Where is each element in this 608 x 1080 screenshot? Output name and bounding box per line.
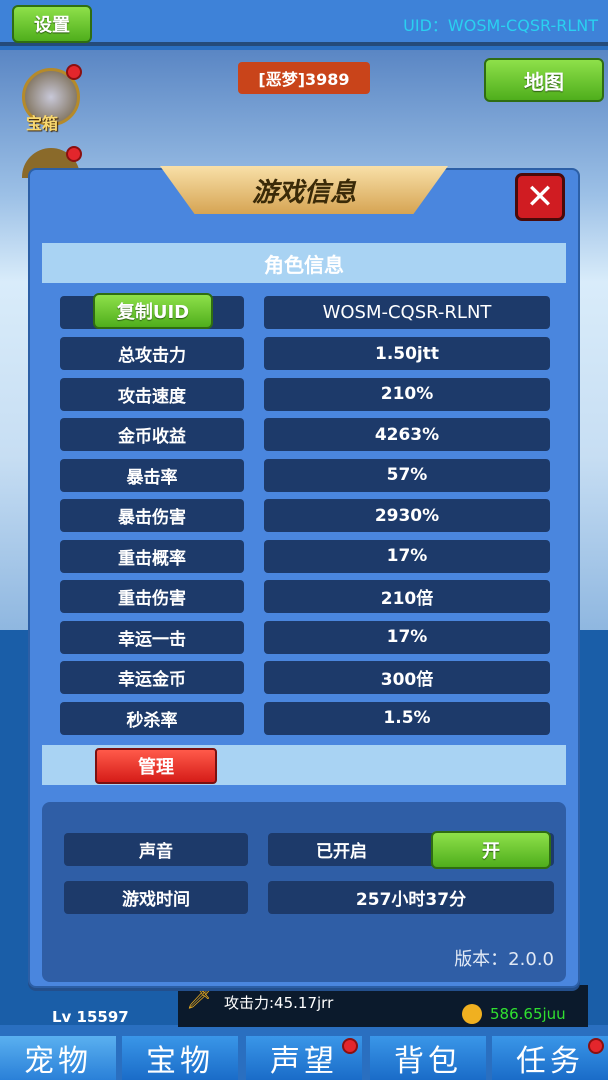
uid-text: UID：WOSM-CQSR-RLNT bbox=[403, 16, 598, 35]
stat-label: 重击伤害 bbox=[60, 580, 244, 613]
tab-label: 宠物 bbox=[24, 1044, 92, 1079]
tab-treasures[interactable]: 宝物 bbox=[122, 1036, 238, 1080]
sword-icon: 🗡 bbox=[186, 986, 214, 1011]
stat-value: 300倍 bbox=[264, 661, 550, 694]
attack-text: 攻击力:45.17jrr bbox=[224, 994, 334, 1012]
notification-dot bbox=[342, 1038, 358, 1054]
pet-level: Lv 15597 bbox=[52, 1008, 129, 1026]
top-bar bbox=[0, 0, 608, 46]
map-button[interactable]: 地图 bbox=[484, 58, 604, 102]
stage-badge: [恶梦]3989 bbox=[238, 62, 370, 94]
uid-value: WOSM-CQSR-RLNT bbox=[264, 296, 550, 329]
stat-label: 秒杀率 bbox=[60, 701, 244, 735]
playtime-label: 游戏时间 bbox=[64, 881, 248, 914]
stat-value: 17% bbox=[264, 620, 550, 654]
dialog-title: 游戏信息 bbox=[160, 166, 448, 214]
version-text: 版本：2.0.0 bbox=[454, 949, 554, 970]
stat-value: 1.5% bbox=[264, 701, 550, 735]
tab-label: 任务 bbox=[516, 1044, 584, 1079]
playtime-value: 257小时37分 bbox=[268, 881, 554, 914]
stat-label: 总攻击力 bbox=[60, 337, 244, 370]
stat-value: 2930% bbox=[264, 499, 550, 532]
tab-label: 宝物 bbox=[146, 1044, 214, 1079]
stat-label: 重击概率 bbox=[60, 539, 244, 573]
stat-label: 幸运一击 bbox=[60, 620, 244, 654]
stat-label: 幸运金币 bbox=[60, 661, 244, 694]
settings-button[interactable]: 设置 bbox=[12, 5, 92, 43]
stat-label: 攻击速度 bbox=[60, 377, 244, 411]
tab-quests[interactable]: 任务 bbox=[492, 1036, 608, 1080]
manage-button[interactable]: 管理 bbox=[95, 748, 217, 784]
chest-label: 宝箱 bbox=[26, 114, 59, 133]
notification-dot bbox=[66, 64, 82, 80]
sound-toggle[interactable]: 开 bbox=[431, 831, 551, 869]
tab-label: 背包 bbox=[394, 1044, 462, 1079]
stat-value: 57% bbox=[264, 458, 550, 492]
close-icon: ✕ bbox=[525, 177, 555, 217]
notification-dot bbox=[66, 146, 82, 162]
stat-value: 210% bbox=[264, 377, 550, 411]
tab-pets[interactable]: 宠物 bbox=[0, 1036, 116, 1080]
close-button[interactable]: ✕ bbox=[515, 173, 565, 221]
coin-icon bbox=[462, 1004, 482, 1024]
stat-value: 1.50jtt bbox=[264, 337, 550, 370]
stat-label: 暴击伤害 bbox=[60, 499, 244, 532]
stat-label: 暴击率 bbox=[60, 458, 244, 492]
stat-label: 金币收益 bbox=[60, 418, 244, 451]
tab-label: 声望 bbox=[270, 1044, 338, 1079]
copy-uid-button[interactable]: 复制UID bbox=[93, 293, 213, 329]
pet-info-strip bbox=[178, 985, 588, 1027]
stat-value: 4263% bbox=[264, 418, 550, 451]
sound-label: 声音 bbox=[64, 833, 248, 866]
section-title: 角色信息 bbox=[42, 243, 566, 283]
stat-value: 210倍 bbox=[264, 580, 550, 613]
tab-backpack[interactable]: 背包 bbox=[370, 1036, 486, 1080]
stat-value: 17% bbox=[264, 539, 550, 573]
gold-amount: 586.65juu bbox=[490, 1005, 566, 1023]
notification-dot bbox=[588, 1038, 604, 1054]
